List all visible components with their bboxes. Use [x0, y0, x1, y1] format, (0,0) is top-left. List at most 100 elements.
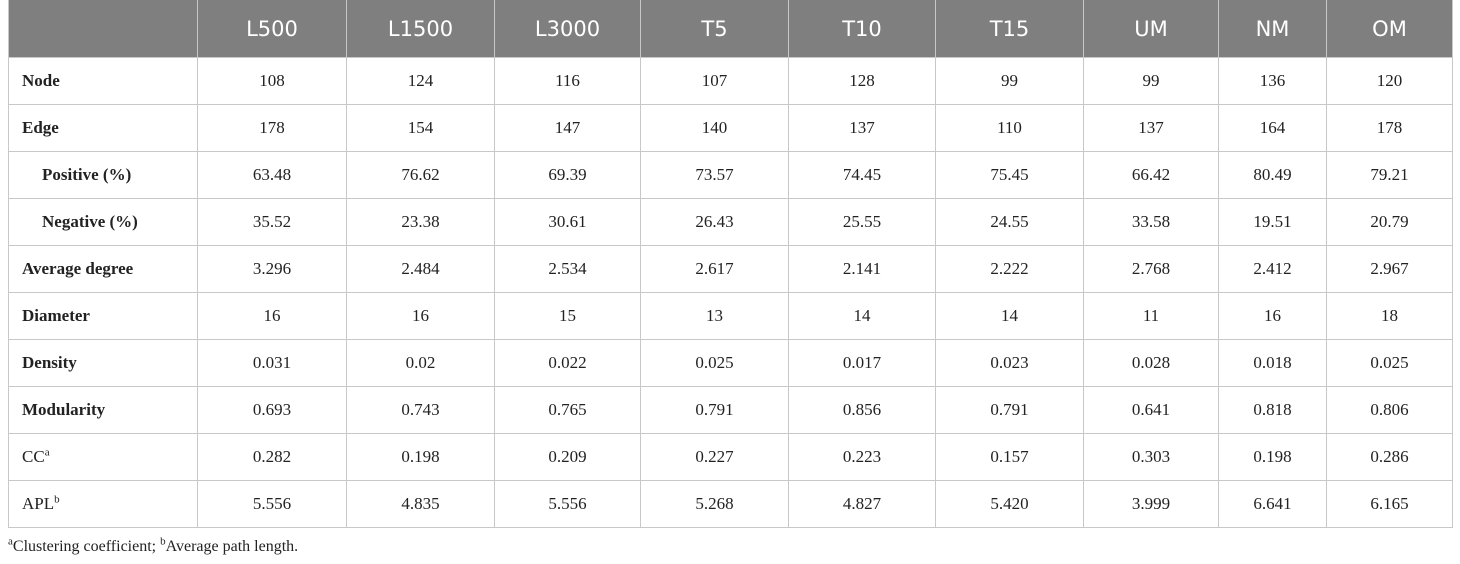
cell: 164 — [1218, 104, 1327, 152]
cell: 11 — [1083, 292, 1219, 340]
cell: 154 — [346, 104, 495, 152]
column-header: UM — [1083, 0, 1219, 58]
row-label-text: Diameter — [22, 306, 90, 325]
cell: 2.617 — [640, 245, 789, 293]
cell: 108 — [197, 57, 347, 105]
table-row: Density 0.031 0.02 0.022 0.025 0.017 0.023 0.02… — [8, 339, 1453, 387]
cell: 0.286 — [1326, 433, 1453, 481]
cell: 25.55 — [788, 198, 936, 246]
cell: 140 — [640, 104, 789, 152]
cell: 99 — [1083, 57, 1219, 105]
cell: 0.198 — [1218, 433, 1327, 481]
cell: 0.806 — [1326, 386, 1453, 434]
cell: 0.018 — [1218, 339, 1327, 387]
cell: 0.031 — [197, 339, 347, 387]
cell: 16 — [346, 292, 495, 340]
cell: 5.420 — [935, 480, 1084, 528]
cell: 14 — [935, 292, 1084, 340]
cell: 2.967 — [1326, 245, 1453, 293]
row-label-text: Positive (%) — [42, 165, 132, 184]
cell: 0.818 — [1218, 386, 1327, 434]
cell: 80.49 — [1218, 151, 1327, 199]
column-header: L1500 — [346, 0, 495, 58]
cell: 2.534 — [494, 245, 641, 293]
table-row: Positive (%) 63.48 76.62 69.39 73.57 74.45 75.… — [8, 151, 1453, 199]
corner-cell — [8, 0, 198, 58]
row-label: Edge — [8, 104, 198, 152]
header-row: L500 L1500 L3000 T5 T10 T15 UM NM OM — [8, 0, 1453, 58]
footnote-text: Average path length. — [165, 538, 299, 555]
cell: 110 — [935, 104, 1084, 152]
footnote-marker: b — [160, 535, 166, 548]
table-container: L500 L1500 L3000 T5 T10 T15 UM NM OM Node 108 124 1… — [8, 0, 1453, 528]
cell: 16 — [197, 292, 347, 340]
cell: 20.79 — [1326, 198, 1453, 246]
cell: 0.791 — [640, 386, 789, 434]
column-header: L3000 — [494, 0, 641, 58]
cell: 35.52 — [197, 198, 347, 246]
cell: 4.827 — [788, 480, 936, 528]
cell: 13 — [640, 292, 789, 340]
column-header: T10 — [788, 0, 936, 58]
row-label-text: Edge — [22, 118, 59, 137]
table-body: Node 108 124 116 107 128 99 99 136 120 Edge 178 154 1… — [8, 57, 1453, 528]
cell: 18 — [1326, 292, 1453, 340]
cell: 2.768 — [1083, 245, 1219, 293]
cell: 74.45 — [788, 151, 936, 199]
cell: 0.209 — [494, 433, 641, 481]
cell: 0.157 — [935, 433, 1084, 481]
cell: 99 — [935, 57, 1084, 105]
table-row: Average degree 3.296 2.484 2.534 2.617 2.141 2… — [8, 245, 1453, 293]
row-label-text: Negative (%) — [42, 212, 138, 231]
column-header: NM — [1218, 0, 1327, 58]
cell: 4.835 — [346, 480, 495, 528]
cell: 0.025 — [640, 339, 789, 387]
footnote: aClustering coefficient; bAverage path l… — [8, 535, 299, 556]
cell: 0.028 — [1083, 339, 1219, 387]
row-label: CCa — [8, 433, 198, 481]
column-header: T5 — [640, 0, 789, 58]
cell: 75.45 — [935, 151, 1084, 199]
cell: 33.58 — [1083, 198, 1219, 246]
table-row: Node 108 124 116 107 128 99 99 136 120 — [8, 57, 1453, 105]
cell: 24.55 — [935, 198, 1084, 246]
table-row: CCa 0.282 0.198 0.209 0.227 0.223 0.157 0.303 0.… — [8, 433, 1453, 481]
row-label: Negative (%) — [8, 198, 198, 246]
cell: 178 — [197, 104, 347, 152]
column-header: OM — [1326, 0, 1453, 58]
cell: 0.856 — [788, 386, 936, 434]
table-row: Diameter 16 16 15 13 14 14 11 16 18 — [8, 292, 1453, 340]
footnote-marker: a — [8, 535, 13, 548]
cell: 73.57 — [640, 151, 789, 199]
table: L500 L1500 L3000 T5 T10 T15 UM NM OM Node 108 124 1… — [8, 0, 1453, 528]
cell: 0.693 — [197, 386, 347, 434]
cell: 30.61 — [494, 198, 641, 246]
cell: 0.025 — [1326, 339, 1453, 387]
row-label: Node — [8, 57, 198, 105]
cell: 2.484 — [346, 245, 495, 293]
cell: 0.022 — [494, 339, 641, 387]
cell: 2.141 — [788, 245, 936, 293]
cell: 3.296 — [197, 245, 347, 293]
cell: 3.999 — [1083, 480, 1219, 528]
cell: 26.43 — [640, 198, 789, 246]
cell: 6.165 — [1326, 480, 1453, 528]
cell: 147 — [494, 104, 641, 152]
cell: 69.39 — [494, 151, 641, 199]
cell: 15 — [494, 292, 641, 340]
row-label-text: Density — [22, 353, 77, 372]
table-row: Edge 178 154 147 140 137 110 137 164 178 — [8, 104, 1453, 152]
cell: 76.62 — [346, 151, 495, 199]
cell: 19.51 — [1218, 198, 1327, 246]
cell: 5.556 — [494, 480, 641, 528]
cell: 0.017 — [788, 339, 936, 387]
row-label-text: Node — [22, 71, 60, 90]
cell: 66.42 — [1083, 151, 1219, 199]
cell: 107 — [640, 57, 789, 105]
cell: 23.38 — [346, 198, 495, 246]
cell: 137 — [1083, 104, 1219, 152]
table-row: APLb 5.556 4.835 5.556 5.268 4.827 5.420 3.999 6… — [8, 480, 1453, 528]
footnote-text: Clustering coefficient; — [12, 538, 161, 555]
column-header: T15 — [935, 0, 1084, 58]
